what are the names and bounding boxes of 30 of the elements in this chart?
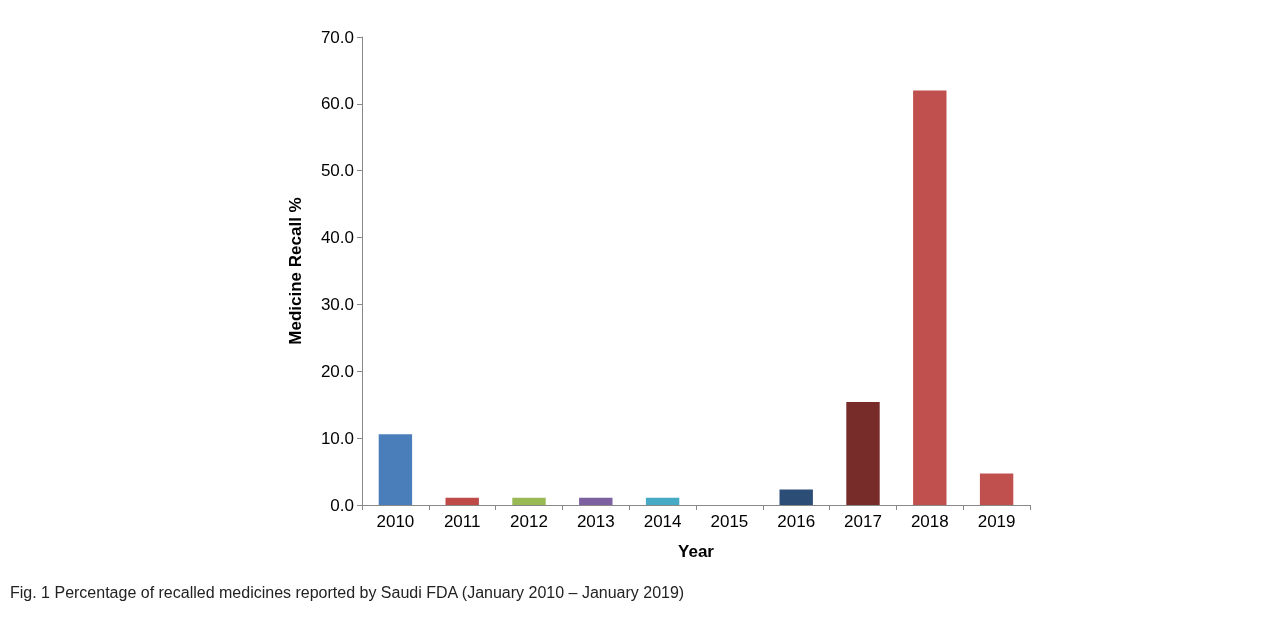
y-tick-label: 70.0 xyxy=(320,27,354,47)
x-tick-label: 2018 xyxy=(910,512,949,531)
y-tick-label: 30.0 xyxy=(320,294,354,314)
y-tick-label: 50.0 xyxy=(320,161,354,181)
x-tick-label: 2015 xyxy=(710,512,749,531)
x-tick-label: 2016 xyxy=(777,512,816,531)
bar xyxy=(913,90,947,505)
x-tick-label: 2010 xyxy=(376,512,415,531)
bar xyxy=(979,473,1014,505)
x-tick-label: 2014 xyxy=(643,512,682,531)
bar xyxy=(846,402,880,505)
y-tick-label: 10.0 xyxy=(320,428,354,448)
bar xyxy=(779,489,813,505)
x-axis-title: Year xyxy=(678,542,715,561)
bar xyxy=(445,497,479,505)
bar xyxy=(645,497,680,505)
x-tick-label: 2019 xyxy=(977,512,1016,531)
x-tick-label: 2011 xyxy=(443,512,481,531)
x-tick-label: 2013 xyxy=(576,512,615,531)
bar xyxy=(579,497,613,505)
y-tick-label: 20.0 xyxy=(320,361,354,381)
x-tick-label: 2012 xyxy=(510,512,548,531)
caption: Fig. 1 Percentage of recalled medicines reported by Saudi FDA (January 2010 – January 2019) xyxy=(10,583,685,601)
y-tick-label: 40.0 xyxy=(320,228,354,248)
bar xyxy=(512,497,546,505)
y-tick-label: 60.0 xyxy=(320,94,354,114)
y-tick-label: 0.0 xyxy=(330,495,354,515)
x-tick-label: 2017 xyxy=(844,512,882,531)
y-axis-title: Medicine Recall % xyxy=(286,197,305,345)
bar xyxy=(378,434,413,505)
